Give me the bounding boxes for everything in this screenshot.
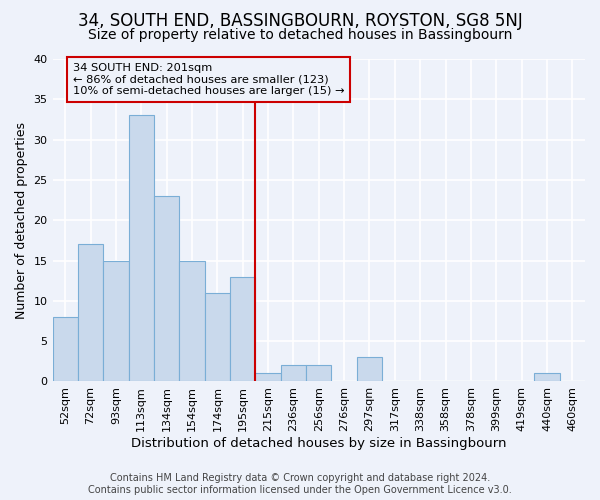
Bar [256,374,281,382]
Bar [103,260,128,382]
Text: 34 SOUTH END: 201sqm
← 86% of detached houses are smaller (123)
10% of semi-deta: 34 SOUTH END: 201sqm ← 86% of detached h… [73,63,344,96]
Bar [154,196,179,382]
Bar [78,244,103,382]
Bar [534,374,560,382]
Bar [128,116,154,382]
Bar [357,358,382,382]
Bar [53,317,78,382]
Bar [179,260,205,382]
Bar [281,366,306,382]
Y-axis label: Number of detached properties: Number of detached properties [15,122,28,318]
Text: 34, SOUTH END, BASSINGBOURN, ROYSTON, SG8 5NJ: 34, SOUTH END, BASSINGBOURN, ROYSTON, SG… [77,12,523,30]
X-axis label: Distribution of detached houses by size in Bassingbourn: Distribution of detached houses by size … [131,437,506,450]
Bar [306,366,331,382]
Bar [230,276,256,382]
Text: Contains HM Land Registry data © Crown copyright and database right 2024.
Contai: Contains HM Land Registry data © Crown c… [88,474,512,495]
Bar [205,293,230,382]
Text: Size of property relative to detached houses in Bassingbourn: Size of property relative to detached ho… [88,28,512,42]
